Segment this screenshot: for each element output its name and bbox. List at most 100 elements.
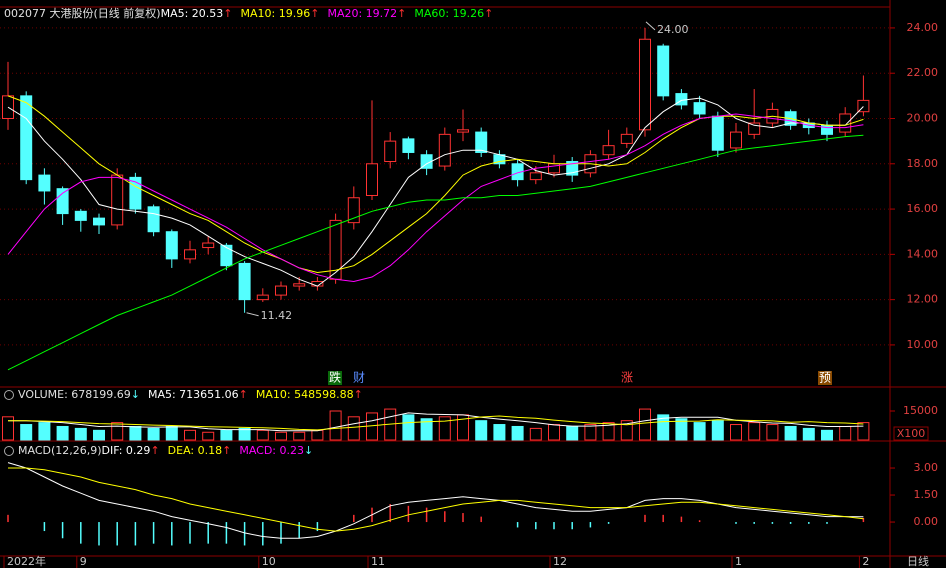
legend-text: 002077 大港股份(日线 前复权) — [4, 6, 161, 20]
y-tick-label: 20.00 — [907, 111, 939, 124]
candle-body — [220, 244, 233, 267]
x-tick-label: 10 — [262, 555, 276, 568]
y-tick-label: 0.00 — [914, 515, 939, 528]
line-series — [8, 467, 864, 532]
event-label: 跌 — [329, 370, 341, 385]
event-label: 财 — [353, 371, 365, 385]
volume-bar — [147, 427, 160, 441]
legend-text: MA5: 20.53 — [161, 7, 224, 20]
volume-bar — [2, 416, 14, 441]
volume-bar — [256, 429, 269, 441]
legend-text: ↑ — [222, 444, 231, 457]
volume-bar — [639, 408, 651, 441]
line-series — [7, 134, 864, 371]
x-tick-label: 12 — [553, 555, 567, 568]
y-tick-label: 1.50 — [914, 488, 939, 501]
panel-icon — [4, 390, 14, 400]
volume-bar — [566, 425, 579, 441]
candle-body — [566, 161, 579, 176]
legend-text: VOLUME: 678199.69 — [18, 388, 131, 401]
legend-text: DIF: 0.29 — [102, 444, 151, 457]
volume-bar — [475, 420, 488, 441]
candle-body — [202, 242, 215, 249]
candle-body — [20, 95, 33, 181]
legend-text: ↓ — [131, 388, 140, 401]
candle-body — [366, 163, 378, 196]
volume-bar — [584, 424, 597, 441]
unit-box — [893, 426, 929, 441]
volume-bar — [675, 418, 688, 441]
volume-bar — [602, 422, 615, 441]
volume-bar — [202, 431, 215, 441]
event-box — [818, 371, 832, 385]
volume-bar — [402, 414, 415, 441]
candle-body — [56, 188, 69, 215]
candle-body — [602, 145, 615, 156]
legend-text: MACD: 0.23 — [239, 444, 304, 457]
candle-body — [347, 197, 360, 224]
legend-text: MA60: 19.26 — [414, 7, 484, 20]
volume-bar — [165, 425, 178, 441]
volume-bar — [293, 431, 306, 441]
legend-text: MACD(12,26,9) — [18, 444, 102, 457]
candle-body — [857, 99, 870, 113]
volume-bar — [38, 422, 51, 441]
y-tick-label: 22.00 — [907, 66, 939, 79]
line-series — [7, 97, 864, 287]
candle-body — [839, 113, 852, 133]
candle-body — [657, 45, 670, 97]
label-pointer — [645, 21, 656, 31]
candle-body — [129, 176, 142, 210]
volume-bar — [766, 424, 779, 441]
line-series — [7, 113, 864, 283]
candle-body — [620, 133, 633, 144]
x-tick-label: 11 — [371, 555, 385, 568]
candle-body — [111, 174, 124, 226]
event-label: 预 — [819, 371, 831, 385]
volume-bar — [311, 429, 324, 441]
volume-bar — [493, 424, 506, 441]
volume-bar — [529, 427, 542, 441]
volume-bar — [748, 422, 761, 441]
candle-body — [475, 131, 488, 153]
volume-bar — [511, 425, 524, 441]
event-box — [328, 371, 342, 385]
candle-body — [147, 206, 160, 233]
legend-text: ↓ — [304, 444, 313, 457]
x-tick-label: 1 — [735, 555, 742, 568]
volume-bar — [56, 425, 69, 441]
candle-body — [275, 285, 287, 296]
x-tick-label: 2022年 — [7, 554, 46, 568]
candle-body — [438, 133, 451, 167]
line-series — [8, 415, 864, 431]
candle-body — [639, 38, 651, 131]
legend-text: MA10: 548598.88 — [256, 388, 354, 401]
volume-bar — [220, 429, 233, 441]
candle-body — [238, 262, 251, 301]
unit-label: X100 — [897, 427, 926, 440]
y-tick-label: 3.00 — [914, 461, 939, 474]
legend-text: MA5: 713651.06 — [148, 388, 239, 401]
volume-bar — [420, 418, 433, 441]
volume-bar — [857, 422, 870, 441]
candle-body — [2, 95, 14, 119]
volume-bar — [438, 416, 451, 441]
volume-bar — [184, 429, 196, 441]
high-label: 24.00 — [657, 23, 689, 36]
low-label: 11.42 — [261, 309, 293, 322]
candle-body — [184, 249, 196, 260]
volume-bar — [802, 427, 815, 441]
x-tick-label: 9 — [80, 555, 87, 568]
candle-body — [711, 115, 724, 151]
event-label: 涨 — [621, 370, 633, 385]
y-tick-label: 24.00 — [907, 21, 939, 34]
candle-body — [293, 283, 306, 287]
legend-text: ↑ — [223, 7, 232, 20]
legend-text: ↑ — [397, 7, 406, 20]
volume-bar — [711, 420, 724, 441]
y-tick-label: 15000 — [903, 404, 938, 417]
volume-bar — [74, 427, 87, 441]
